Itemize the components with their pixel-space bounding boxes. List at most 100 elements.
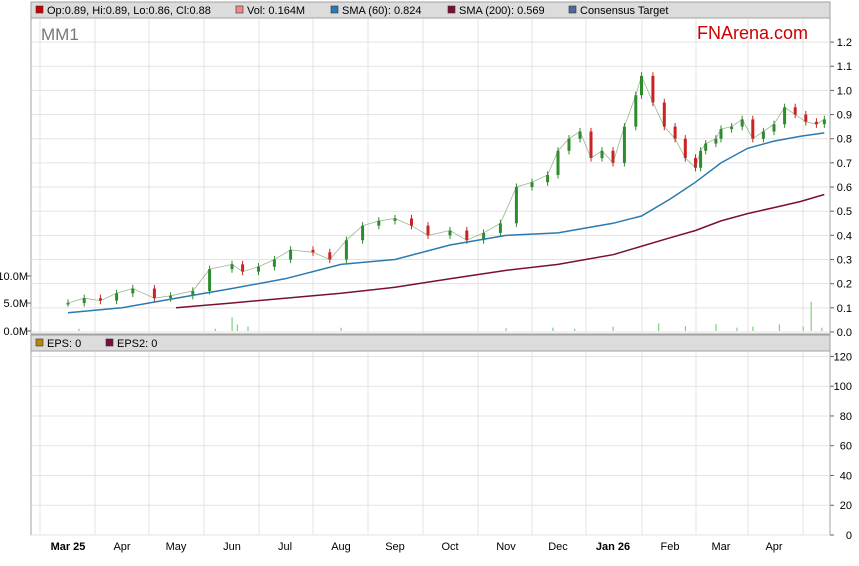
eps-legend-bar: [30, 334, 831, 352]
sma200-line: [175, 193, 825, 309]
price-tick-label: 0.5: [837, 206, 852, 218]
month-label: Dec: [548, 541, 568, 553]
volume-bar: [574, 328, 576, 331]
volume-tick-label: 5.0M: [4, 298, 28, 310]
brand-logo-text: FNArena.com: [697, 23, 808, 43]
eps-panel: [30, 334, 831, 536]
volume-bar: [214, 328, 216, 331]
price-candle-body: [66, 303, 70, 305]
price-candle-body: [822, 119, 826, 125]
eps-tick-label: 80: [840, 411, 852, 423]
price-candle-body: [578, 131, 582, 139]
price-legend-swatch: [330, 5, 339, 14]
price-candle-body: [98, 298, 102, 301]
price-candle-body: [115, 293, 119, 301]
month-label: Mar 25: [51, 541, 86, 553]
eps-tick-label: 120: [834, 351, 852, 363]
volume-bar: [802, 326, 804, 331]
price-candle-body: [556, 150, 560, 175]
price-candle-body: [761, 131, 765, 139]
price-tick-label: 1.0: [837, 85, 852, 97]
price-candle-body: [662, 102, 666, 127]
price-candle-body: [704, 143, 708, 151]
price-legend: Op:0.89, Hi:0.89, Lo:0.86, Cl:0.88 Vol: 0…: [35, 5, 668, 17]
month-label: Nov: [496, 541, 516, 553]
eps-tick-label: 20: [840, 500, 852, 512]
month-label: Apr: [765, 541, 782, 553]
price-candle-body: [448, 230, 452, 236]
price-candle-body: [361, 225, 365, 241]
volume-bar: [821, 327, 823, 331]
price-candle-body: [714, 138, 718, 144]
eps-grid: [31, 352, 830, 536]
price-tick-label: 1.1: [837, 61, 852, 73]
price-candle-body: [152, 288, 156, 299]
price-tick-label: 0.3: [837, 255, 852, 267]
price-candle-body: [191, 290, 195, 296]
volume-tick-label: 10.0M: [0, 271, 28, 283]
month-label: Sep: [385, 541, 405, 553]
price-candle-body: [344, 240, 348, 260]
price-legend-swatch: [568, 5, 577, 14]
volume-bar: [715, 323, 717, 331]
price-candle-body: [514, 187, 518, 224]
price-candle-body: [783, 107, 787, 125]
price-candle-body: [651, 75, 655, 103]
price-legend-label: Op:0.89, Hi:0.89, Lo:0.86, Cl:0.88: [47, 5, 211, 17]
price-tick-label: 0.1: [837, 303, 852, 315]
month-label: Mar: [712, 541, 731, 553]
price-tick-label: 0.0: [837, 327, 852, 339]
volume-bar: [752, 326, 754, 331]
price-candle-body: [673, 126, 677, 139]
eps-tick-label: 40: [840, 470, 852, 482]
month-label: Jan 26: [596, 541, 630, 553]
volume-bar: [778, 324, 780, 331]
price-candle-body: [230, 264, 234, 270]
price-candle-body: [730, 126, 734, 130]
price-candle-body: [567, 138, 571, 151]
price-legend-label: Vol: 0.164M: [247, 5, 305, 17]
eps-axis: 0 20 40 60 80 100 120: [830, 351, 852, 542]
volume-bar: [231, 317, 233, 331]
volume-bar: [736, 327, 738, 331]
price-candle-body: [622, 126, 626, 163]
eps-legend-swatch: [105, 338, 114, 347]
price-legend-label: Consensus Target: [580, 5, 668, 17]
month-label: Aug: [331, 541, 351, 553]
month-label: Jun: [223, 541, 241, 553]
price-candle-body: [328, 252, 332, 260]
price-candle-body: [131, 288, 135, 294]
price-candle-body: [257, 266, 260, 272]
price-candle-body: [426, 225, 430, 236]
price-grid: [31, 19, 830, 333]
price-candle-body: [814, 121, 818, 125]
price-candle-body: [699, 150, 703, 168]
volume-bar: [236, 324, 238, 331]
month-label: Apr: [113, 541, 130, 553]
price-tick-label: 0.2: [837, 279, 852, 291]
price-candles: [66, 72, 826, 307]
price-axis: 0.0 0.1 0.2 0.3 0.4 0.5 0.6 0.7 0.8 0.9 1.0 1.1 1.2: [830, 37, 852, 339]
price-legend-swatch: [447, 5, 456, 14]
eps-tick-label: 0: [846, 530, 852, 542]
price-candle-body: [482, 232, 486, 241]
volume-bars: [78, 301, 823, 331]
price-candle-body: [589, 131, 593, 159]
price-candle-body: [311, 249, 315, 253]
price-candle-body: [611, 150, 615, 163]
price-candle-body: [793, 107, 797, 115]
price-panel: [30, 1, 831, 335]
price-candle-body: [82, 298, 86, 304]
price-candle-body: [804, 114, 808, 122]
price-legend-label: SMA (200): 0.569: [459, 5, 545, 17]
price-candle-body: [546, 174, 550, 183]
price-tick-label: 1.2: [837, 37, 852, 49]
price-candle-body: [772, 124, 776, 132]
volume-bar: [658, 323, 660, 331]
month-label: Jul: [278, 541, 292, 553]
volume-bar: [505, 328, 507, 331]
price-tick-label: 0.6: [837, 182, 852, 194]
price-tick-label: 0.4: [837, 230, 852, 242]
price-candle-body: [683, 138, 687, 159]
